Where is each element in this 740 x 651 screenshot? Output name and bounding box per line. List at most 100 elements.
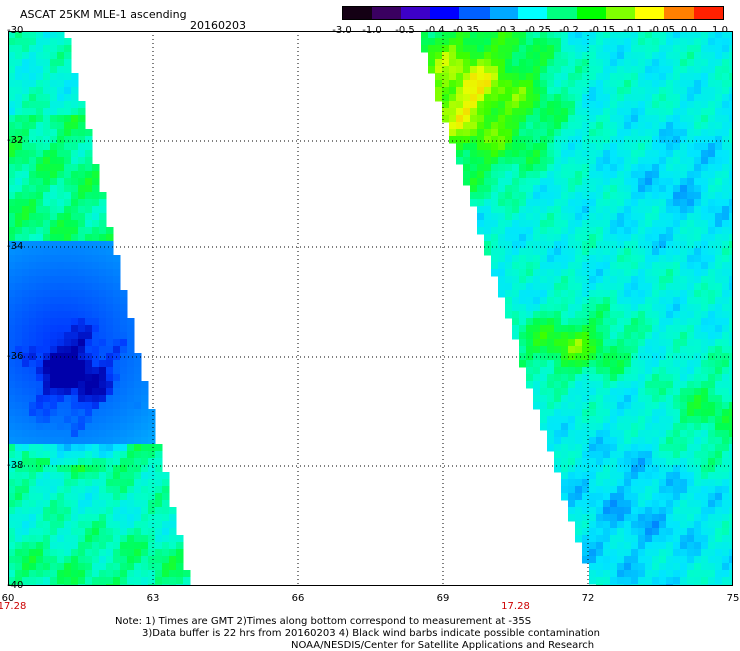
data-cell [99, 556, 107, 564]
data-cell [568, 395, 576, 403]
data-cell [113, 437, 121, 445]
data-cell [652, 367, 660, 375]
data-cell [617, 381, 625, 389]
data-cell [701, 311, 709, 319]
data-cell [652, 59, 660, 67]
data-cell [120, 318, 128, 326]
data-cell [470, 199, 478, 207]
data-cell [561, 283, 569, 291]
data-cell [43, 444, 51, 452]
data-cell [15, 416, 23, 424]
data-cell [659, 255, 667, 263]
data-cell [71, 339, 79, 347]
data-cell [701, 479, 709, 487]
data-cell [92, 458, 100, 466]
data-cell [715, 262, 723, 270]
data-cell [589, 164, 597, 172]
data-cell [694, 556, 702, 564]
data-cell [8, 199, 16, 207]
data-cell [575, 136, 583, 144]
data-cell [568, 31, 576, 39]
data-cell [92, 185, 100, 193]
data-cell [71, 437, 79, 445]
data-cell [64, 122, 72, 130]
data-cell [631, 304, 639, 312]
data-cell [582, 101, 590, 109]
data-cell [85, 269, 93, 277]
data-cell [645, 143, 653, 151]
data-cell [8, 171, 16, 179]
data-cell [22, 395, 30, 403]
data-cell [526, 115, 534, 123]
data-cell [596, 465, 604, 473]
data-cell [57, 549, 65, 557]
data-cell [505, 115, 513, 123]
data-cell [526, 199, 534, 207]
data-cell [666, 234, 674, 242]
data-cell [596, 346, 604, 354]
data-cell [57, 325, 65, 333]
data-cell [85, 143, 93, 151]
data-cell [29, 241, 37, 249]
data-cell [694, 80, 702, 88]
data-cell [624, 171, 632, 179]
data-cell [617, 563, 625, 571]
data-cell [694, 213, 702, 221]
data-cell [148, 500, 156, 508]
data-cell [722, 577, 730, 585]
data-cell [148, 416, 156, 424]
data-cell [729, 276, 733, 284]
data-cell [659, 542, 667, 550]
data-cell [603, 290, 611, 298]
data-cell [456, 52, 464, 60]
data-cell [603, 444, 611, 452]
data-cell [652, 108, 660, 116]
data-cell [687, 360, 695, 368]
data-cell [533, 171, 541, 179]
data-cell [722, 332, 730, 340]
data-cell [617, 325, 625, 333]
data-cell [491, 31, 499, 39]
data-cell [701, 248, 709, 256]
data-cell [50, 80, 58, 88]
data-cell [617, 234, 625, 242]
data-cell [442, 45, 450, 53]
data-cell [92, 290, 100, 298]
data-cell [708, 570, 716, 578]
data-cell [603, 213, 611, 221]
data-cell [512, 234, 520, 242]
data-cell [638, 101, 646, 109]
data-cell [694, 367, 702, 375]
data-cell [29, 290, 37, 298]
data-cell [50, 304, 58, 312]
data-cell [547, 199, 555, 207]
data-cell [673, 570, 681, 578]
data-cell [519, 52, 527, 60]
data-cell [533, 339, 541, 347]
data-cell [617, 178, 625, 186]
data-cell [491, 136, 499, 144]
data-cell [78, 122, 86, 130]
data-cell [729, 101, 733, 109]
data-cell [561, 290, 569, 298]
data-cell [624, 535, 632, 543]
data-cell [582, 472, 590, 480]
data-cell [512, 52, 520, 60]
data-cell [36, 94, 44, 102]
data-cell [547, 325, 555, 333]
data-cell [78, 199, 86, 207]
data-cell [659, 31, 667, 39]
data-cell [512, 101, 520, 109]
data-cell [442, 73, 450, 81]
data-cell [15, 185, 23, 193]
data-cell [596, 101, 604, 109]
data-cell [85, 241, 93, 249]
data-cell [715, 423, 723, 431]
data-cell [148, 451, 156, 459]
data-cell [722, 136, 730, 144]
data-cell [652, 528, 660, 536]
data-cell [729, 528, 733, 536]
data-cell [701, 514, 709, 522]
data-cell [575, 430, 583, 438]
data-cell [708, 332, 716, 340]
